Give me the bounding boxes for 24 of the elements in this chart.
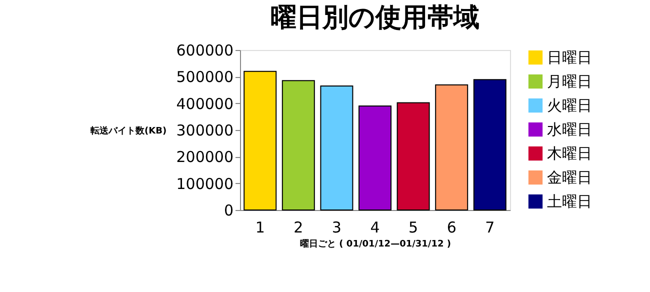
x-tick-label: 5 — [408, 218, 418, 236]
legend-label: 金曜日 — [547, 168, 592, 186]
y-tick-label: 300000 — [176, 122, 234, 140]
legend-label: 水曜日 — [547, 120, 592, 138]
chart-title: 曜日別の使用帯域 — [270, 3, 480, 33]
y-tick-label: 0 — [224, 202, 234, 220]
legend-label: 日曜日 — [547, 48, 592, 66]
y-tick-label: 100000 — [176, 174, 234, 193]
y-tick-label: 500000 — [176, 68, 234, 86]
x-tick-label: 6 — [446, 218, 456, 236]
y-axis-title: 転送バイト数(KB) — [90, 126, 167, 136]
x-tick-label: 1 — [255, 218, 265, 236]
legend-label: 土曜日 — [547, 192, 592, 210]
legend-label: 火曜日 — [547, 96, 592, 114]
legend-label: 木曜日 — [547, 144, 592, 162]
y-tick-label: 400000 — [176, 94, 234, 113]
x-tick-label: 3 — [332, 218, 342, 236]
x-tick-label: 7 — [485, 218, 495, 236]
x-axis-title: 曜日ごと ( 01/01/12—01/31/12 ) — [300, 238, 451, 250]
y-tick-label: 600000 — [176, 42, 234, 60]
x-tick-label: 2 — [294, 218, 304, 236]
legend-label: 月曜日 — [547, 72, 592, 90]
x-tick-label: 4 — [370, 218, 380, 236]
y-tick-label: 200000 — [176, 148, 234, 166]
